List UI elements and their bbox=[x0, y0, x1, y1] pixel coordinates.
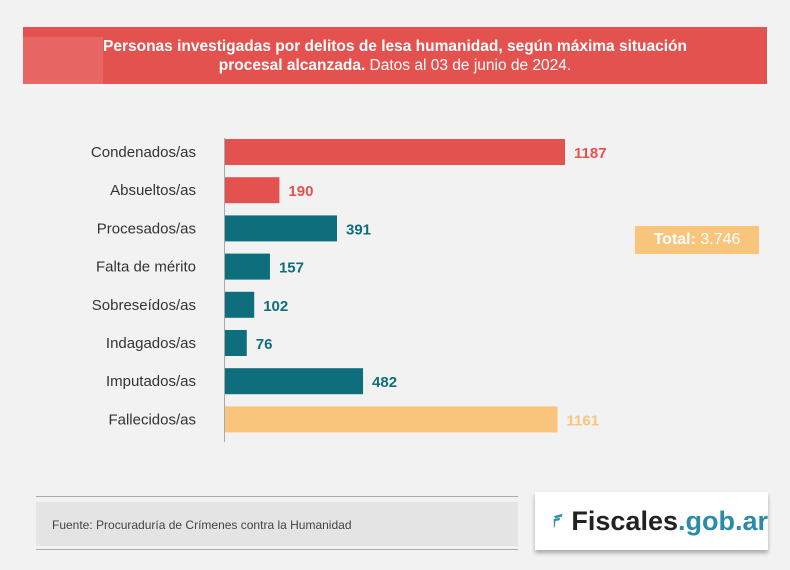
fiscales-logo[interactable]: Fiscales .gob.ar bbox=[535, 492, 768, 550]
value-label: 157 bbox=[279, 260, 304, 277]
category-label: Imputados/as bbox=[106, 373, 196, 390]
bar bbox=[225, 406, 558, 433]
bar bbox=[225, 253, 270, 280]
category-label: Absueltos/as bbox=[110, 182, 196, 199]
divider-bottom bbox=[36, 549, 518, 550]
value-label: 102 bbox=[263, 298, 288, 315]
total-label: Total: bbox=[653, 231, 696, 248]
value-label: 76 bbox=[256, 336, 273, 353]
category-label: Condenados/as bbox=[91, 144, 196, 161]
bar-chart: Condenados/as 1187 Absueltos/as 190 Procesad… bbox=[91, 138, 607, 442]
value-label: 190 bbox=[288, 183, 313, 200]
category-label: Fallecidos/as bbox=[108, 411, 196, 428]
chart-title: Personas investigadas por delitos de les… bbox=[23, 27, 767, 84]
bar bbox=[225, 139, 565, 165]
bar bbox=[225, 291, 255, 318]
value-label: 391 bbox=[346, 221, 371, 238]
category-label: Sobreseídos/as bbox=[92, 297, 196, 314]
logo-text-domain: .gob.ar bbox=[677, 505, 768, 536]
title-line2-bold: procesal alcanzada. bbox=[218, 56, 366, 74]
logo-f-icon bbox=[553, 513, 563, 528]
bar bbox=[225, 330, 247, 356]
source-note: Fuente: Procuraduría de Crímenes contra … bbox=[36, 500, 518, 546]
bar bbox=[225, 177, 280, 204]
bar bbox=[225, 368, 364, 395]
title-line1: Personas investigadas por delitos de les… bbox=[102, 37, 687, 55]
divider-top bbox=[36, 496, 518, 497]
bar bbox=[225, 215, 337, 242]
title-date: Datos al 03 de junio de 2024. bbox=[365, 56, 572, 74]
logo-text-fiscales: Fiscales bbox=[571, 505, 678, 536]
category-label: Procesados/as bbox=[97, 220, 196, 237]
total-badge: Total: 3.746 bbox=[635, 226, 759, 254]
total-value: 3.746 bbox=[695, 231, 741, 248]
value-label: 1187 bbox=[574, 145, 607, 162]
category-label: Falta de mérito bbox=[96, 259, 196, 276]
value-label: 482 bbox=[372, 374, 397, 391]
value-label: 1161 bbox=[567, 412, 600, 429]
title-decoration bbox=[23, 37, 103, 84]
category-label: Indagados/as bbox=[106, 335, 196, 352]
